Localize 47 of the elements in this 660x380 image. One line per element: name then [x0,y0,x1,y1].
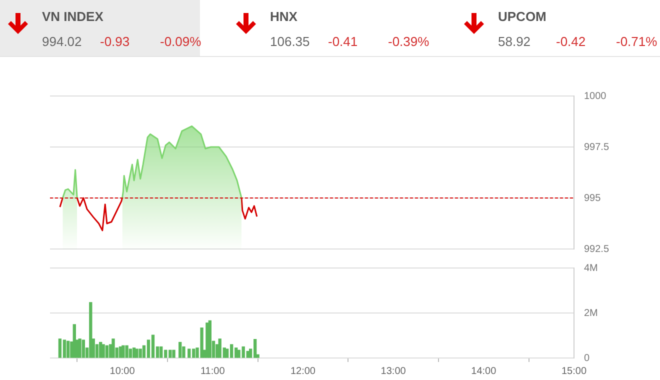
bar [182,346,186,358]
x-tick-label: 15:00 [561,366,587,377]
x-tick-label: 14:00 [471,366,497,377]
y-tick-label: 1000 [584,90,607,102]
bar [206,322,209,358]
bar [78,338,82,358]
bar [128,348,132,358]
text: UPCOM [498,9,546,24]
bar [135,348,138,358]
y-tick-label: 995 [584,192,602,204]
bar [58,338,62,358]
text: VN INDEX [42,9,104,24]
bar [151,334,155,358]
bar [62,340,66,358]
bar [122,345,125,358]
bar [188,348,191,358]
bar [125,345,128,358]
x-tick-label: 10:00 [110,366,136,377]
bar [138,348,142,358]
bar [105,345,108,358]
y-tick-label: 997.5 [584,142,610,153]
bar [102,344,105,358]
bar [172,350,176,358]
x-tick-label: 12:00 [290,366,316,377]
x-tick-label: 11:00 [200,366,226,377]
text: -0.41 [328,34,358,49]
text: 58.92 [498,34,531,49]
text: 106.35 [270,34,310,49]
text: 994.02 [42,34,82,49]
text: -0.42 [556,34,586,49]
text: -0.93 [100,34,130,49]
bar [178,342,182,358]
y-tick-label: 2M [584,308,598,319]
x-tick-label: 13:00 [380,366,406,377]
bar [112,338,115,358]
text: -0.09% [160,34,202,49]
y-tick-label: 992.5 [584,244,610,255]
text: -0.39% [388,34,430,49]
bar [208,320,212,358]
bar [66,340,70,358]
y-tick-label: 4M [584,262,598,274]
bar [160,346,163,358]
bar [89,302,92,358]
text: HNX [270,9,298,24]
text: -0.71% [616,34,658,49]
y-tick-label: 0 [584,352,590,364]
bar [82,340,86,358]
